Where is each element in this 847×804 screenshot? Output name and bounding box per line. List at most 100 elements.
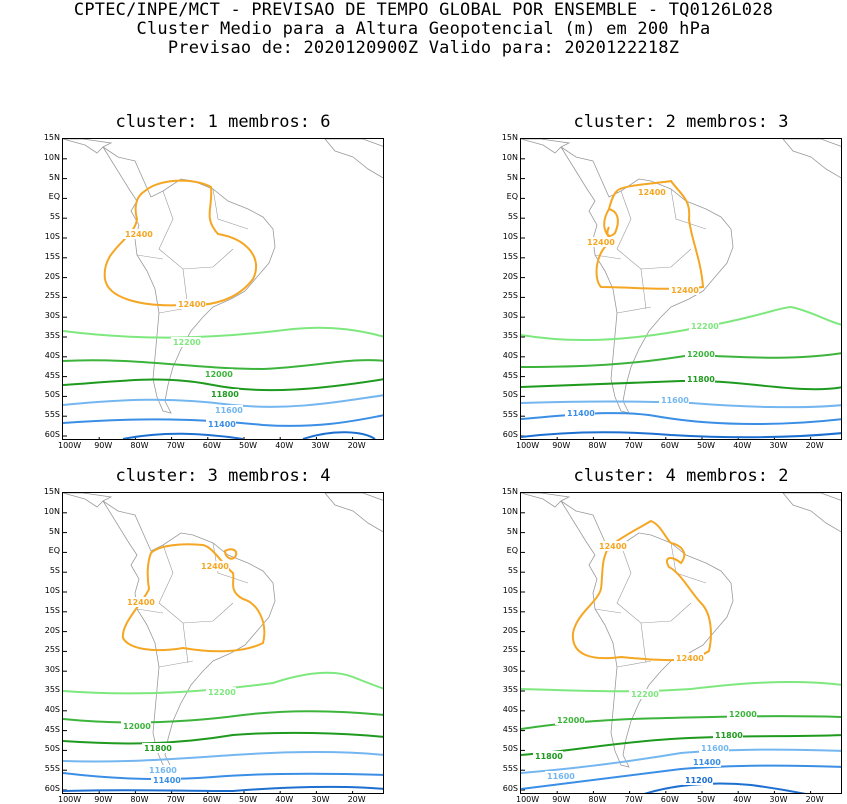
panel-2-map: 12400 12400 12400 12200 12000 11800 11600 11400 [520, 138, 842, 440]
contour-label-bg [636, 187, 666, 197]
lat-tick-label: 40S [44, 350, 60, 360]
contour-label: 11400 [693, 758, 721, 767]
geopotential-contour [521, 379, 841, 391]
lat-tick-label: 50S [502, 390, 518, 400]
lon-tick-label: 100W [516, 441, 540, 450]
geopotential-contour [521, 734, 841, 756]
lat-tick-label: EQ [506, 546, 518, 556]
geopotential-contour [521, 431, 841, 439]
lon-tick-label: 50W [697, 795, 716, 804]
coastline [782, 139, 841, 179]
geopotential-contour [521, 305, 841, 342]
lon-tick-label: 100W [58, 795, 82, 804]
lat-tick-label: 5N [48, 526, 60, 536]
panel-1-map: 12400 12400 12200 12000 11800 11600 11400 [62, 138, 384, 440]
contour-label: 11600 [701, 744, 729, 753]
lat-tick-label: 10N [43, 152, 60, 162]
contour-label-bg [565, 408, 595, 418]
geopotential-contour [595, 179, 705, 290]
lat-tick-label: 60S [44, 430, 60, 439]
country-borders [136, 542, 249, 668]
lat-tick-label: 40S [502, 350, 518, 360]
lon-tick-label: 80W [130, 795, 149, 804]
lon-tick-label: 20W [805, 795, 824, 804]
lon-tick-label: 90W [552, 795, 571, 804]
geopotential-contour [521, 748, 841, 774]
lon-tick-label: 20W [347, 441, 366, 450]
coastline [63, 139, 113, 154]
panel-4-title: cluster: 4 membros: 2 [573, 466, 789, 486]
lon-tick-label: 100W [516, 795, 540, 804]
contour-label-bg [727, 709, 757, 719]
lat-tick-label: EQ [48, 192, 60, 202]
contour-label: 12200 [208, 688, 236, 697]
lat-tick-label: 25S [502, 645, 518, 655]
coastline [782, 493, 841, 533]
lat-tick-label: 25S [44, 291, 60, 301]
map-canvas: 12400 12400 12400 12200 12000 11800 11600 11400 [521, 139, 841, 439]
lon-tick-label: 30W [311, 795, 330, 804]
lat-tick-label: 55S [502, 764, 518, 774]
lon-tick-label: 80W [588, 795, 607, 804]
lon-tick-label: 60W [660, 441, 679, 450]
contour-label-bg [685, 349, 715, 359]
contour-label: 12200 [173, 338, 201, 347]
geopotential-contour [521, 400, 841, 409]
contour-label-bg [203, 369, 233, 379]
lon-tick-label: 40W [275, 441, 294, 450]
lon-tick-label: 60W [202, 441, 221, 450]
geopotential-contour [521, 352, 841, 368]
country-borders [594, 542, 707, 668]
lat-tick-label: 45S [44, 724, 60, 734]
contour-label: 11800 [211, 390, 239, 399]
contour-label: 11600 [215, 406, 243, 415]
contour-label-bg [206, 419, 236, 429]
lat-tick-label: 10S [502, 232, 518, 241]
lat-tick-label: 5N [506, 172, 518, 182]
contour-label: 11800 [687, 375, 715, 384]
lat-tick-label: 55S [502, 410, 518, 420]
lat-tick-label: 30S [502, 311, 518, 321]
lat-tick-label: 60S [44, 784, 60, 793]
contour-label: 11200 [685, 776, 713, 785]
header-line-2: Cluster Medio para a Altura Geopotencial… [136, 19, 711, 39]
lat-tick-label: 15N [501, 133, 518, 142]
lat-tick-label: 60S [502, 430, 518, 439]
lon-tick-label: 70W [166, 795, 185, 804]
lon-tick-label: 70W [624, 441, 643, 450]
coastline [102, 500, 276, 768]
contour-label-bg [171, 337, 201, 347]
lon-tick-label: 40W [275, 795, 294, 804]
lat-tick-label: 35S [44, 685, 60, 694]
geopotential-contour [521, 764, 841, 790]
lat-tick-label: 20S [44, 625, 60, 635]
contour-label-bg [585, 237, 615, 247]
lat-tick-label: 10N [501, 152, 518, 162]
geopotential-contour [571, 519, 712, 662]
contour-label: 11800 [535, 752, 563, 761]
contour-label-bg [669, 285, 699, 295]
lat-tick-label: 55S [44, 410, 60, 420]
contour-label: 12400 [178, 300, 206, 309]
lon-tick-label: 80W [130, 441, 149, 450]
lat-tick-label: 60S [502, 784, 518, 793]
lon-tick-label: 50W [239, 795, 258, 804]
contour-label-bg [713, 730, 743, 740]
contour-label-bg [151, 775, 181, 785]
contour-label-bg [533, 751, 563, 761]
contour-label: 12400 [201, 562, 229, 571]
contour-label-bg [147, 765, 177, 775]
lon-tick-label: 90W [94, 441, 113, 450]
coastline [324, 493, 383, 533]
contour-label-bg [199, 561, 229, 571]
panel-3-title: cluster: 3 membros: 4 [115, 466, 331, 486]
lon-tick-label: 30W [769, 441, 788, 450]
lat-tick-label: 15N [501, 487, 518, 496]
contour-label-bg [121, 721, 151, 731]
lat-tick-label: 15S [502, 251, 518, 261]
lat-tick-label: 10S [44, 232, 60, 241]
contour-label: 11400 [153, 776, 181, 785]
contour-label-bg [659, 395, 689, 405]
contour-label: 12000 [557, 716, 585, 725]
